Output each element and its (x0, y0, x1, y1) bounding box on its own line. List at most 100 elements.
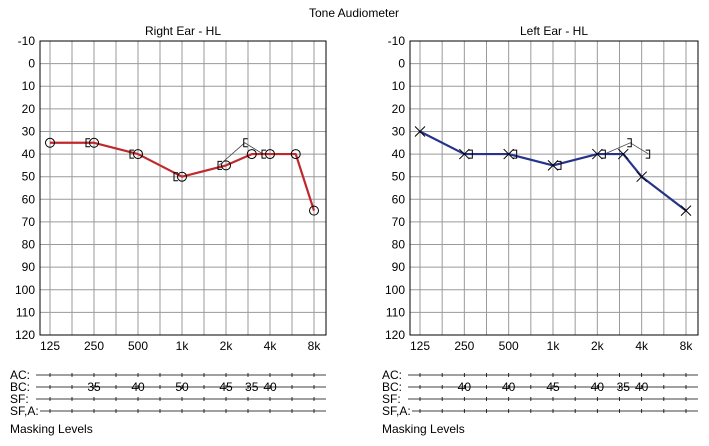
left-ear-y-tick-label: -10 (388, 34, 406, 48)
left-ear-footer: Masking Levels (382, 422, 465, 436)
left-ear-masking-value: 40 (502, 380, 516, 394)
left-ear-masking-value: 40 (591, 380, 605, 394)
right-ear-y-tick-label: -10 (18, 34, 36, 48)
right-ear-footer: Masking Levels (10, 422, 93, 436)
left-ear-y-tick-label: 0 (398, 57, 405, 71)
left-ear-y-tick-label: 50 (392, 170, 406, 184)
left-ear-data-point (414, 126, 426, 137)
right-ear-data-point (265, 149, 275, 160)
right-ear-masking-value: 40 (263, 380, 277, 394)
left-ear-y-tick-label: 100 (385, 283, 405, 297)
left-ear-data-point (458, 148, 470, 160)
right-ear-data-point (309, 205, 319, 216)
left-ear-data-point (503, 148, 515, 160)
right-ear-panel: Right Ear - HL -10 0 10 20 30 40 50 60 70 80 90 100 1… (10, 24, 327, 436)
left-ear-x-tick-label: 125 (410, 339, 430, 353)
right-ear-y-tick-label: 70 (22, 215, 36, 229)
right-ear-data-point (133, 149, 143, 160)
right-ear-masking-value: 45 (219, 380, 233, 394)
right-ear-x-tick-label: 2k (220, 339, 234, 353)
right-ear-y-tick-label: 120 (15, 328, 35, 342)
left-ear-data-point (591, 148, 603, 160)
left-ear-data-point (636, 171, 648, 183)
left-ear-masking-value: 45 (546, 380, 560, 394)
right-ear-y-tick-label: 50 (22, 170, 36, 184)
left-ear-panel: Left Ear - HL -10 0 10 20 30 40 50 60 70 80 90 100 11… (382, 24, 699, 436)
left-ear-data-point (547, 160, 559, 171)
right-ear-row-label: SF: (10, 392, 29, 406)
right-ear-bc-marker (217, 160, 222, 170)
right-ear-row-label: AC: (10, 368, 30, 382)
left-ear-x-tick-label: 4k (635, 339, 649, 353)
left-ear-x-tick-label: 500 (499, 339, 519, 353)
left-ear-y-tick-label: 70 (392, 215, 406, 229)
right-ear-masking-value: 40 (131, 380, 145, 394)
right-ear-bc-marker (173, 172, 178, 182)
right-ear-data-point (89, 137, 99, 148)
right-ear-plot-frame (39, 40, 327, 336)
page-title: Tone Audiometer (309, 6, 399, 20)
left-ear-y-tick-label: 80 (392, 238, 406, 252)
right-ear-bc-marker (261, 149, 266, 159)
right-ear-y-tick-label: 100 (15, 283, 35, 297)
left-ear-masking-value: 40 (635, 380, 649, 394)
right-ear-data-point (221, 160, 231, 171)
left-ear-data-point (680, 205, 692, 216)
right-ear-data-point (290, 149, 301, 160)
right-ear-y-tick-label: 10 (22, 79, 36, 93)
right-ear-y-tick-label: 80 (22, 238, 36, 252)
left-ear-bc-marker (601, 149, 606, 159)
right-ear-data-point (177, 171, 187, 182)
left-ear-row-label: AC: (382, 368, 402, 382)
left-ear-y-tick-label: 120 (385, 328, 405, 342)
left-ear-bc-connector (604, 142, 649, 155)
left-ear-masking-value: 40 (458, 380, 472, 394)
left-ear-y-tick-label: 60 (392, 192, 406, 206)
right-ear-masking-value: 35 (87, 380, 101, 394)
right-ear-chart-title: Right Ear - HL (145, 24, 221, 38)
right-ear-bc-connector (218, 142, 264, 166)
left-ear-masking-value: 35 (617, 380, 631, 394)
right-ear-x-tick-label: 500 (128, 339, 148, 353)
left-ear-chart-title: Left Ear - HL (520, 24, 588, 38)
right-ear-masking-value: 50 (175, 380, 189, 394)
left-ear-bc-marker (627, 138, 632, 148)
right-ear-y-tick-label: 90 (22, 260, 36, 274)
right-ear-row-label: BC: (10, 380, 30, 394)
right-ear-masking-value: 35 (245, 380, 259, 394)
left-ear-y-tick-label: 90 (392, 260, 406, 274)
left-ear-bc-marker (512, 149, 518, 159)
right-ear-x-tick-label: 250 (84, 339, 104, 353)
left-ear-plot-frame (409, 40, 699, 336)
right-ear-bc-marker (85, 138, 90, 148)
left-ear-x-tick-label: 250 (454, 339, 474, 353)
right-ear-x-tick-label: 4k (264, 339, 278, 353)
left-ear-row-label: SF: (382, 392, 401, 406)
right-ear-y-tick-label: 60 (22, 192, 36, 206)
left-ear-bc-marker (557, 160, 562, 170)
right-ear-x-tick-label: 125 (40, 339, 60, 353)
right-ear-x-tick-label: 1k (176, 339, 190, 353)
left-ear-y-tick-label: 30 (392, 124, 406, 138)
right-ear-x-tick-label: 8k (308, 339, 322, 353)
left-ear-row-label: BC: (382, 380, 402, 394)
right-ear-y-tick-label: 110 (16, 305, 35, 319)
left-ear-x-tick-label: 2k (591, 339, 605, 353)
right-ear-series-line (50, 141, 316, 211)
left-ear-x-tick-label: 8k (680, 339, 694, 353)
right-ear-y-tick-label: 20 (22, 102, 36, 116)
right-ear-bc-marker (243, 138, 248, 148)
left-ear-y-tick-label: 10 (392, 79, 406, 93)
left-ear-bc-marker (645, 149, 651, 159)
left-ear-data-point (617, 148, 629, 160)
left-ear-y-tick-label: 40 (392, 147, 406, 161)
right-ear-data-point (246, 149, 257, 160)
right-ear-y-tick-label: 40 (22, 147, 36, 161)
right-ear-bc-marker (129, 149, 134, 159)
left-ear-row-label: SF,A: (382, 404, 411, 418)
left-ear-y-tick-label: 20 (392, 102, 406, 116)
left-ear-x-tick-label: 1k (547, 339, 561, 353)
right-ear-y-tick-label: 0 (28, 57, 35, 71)
